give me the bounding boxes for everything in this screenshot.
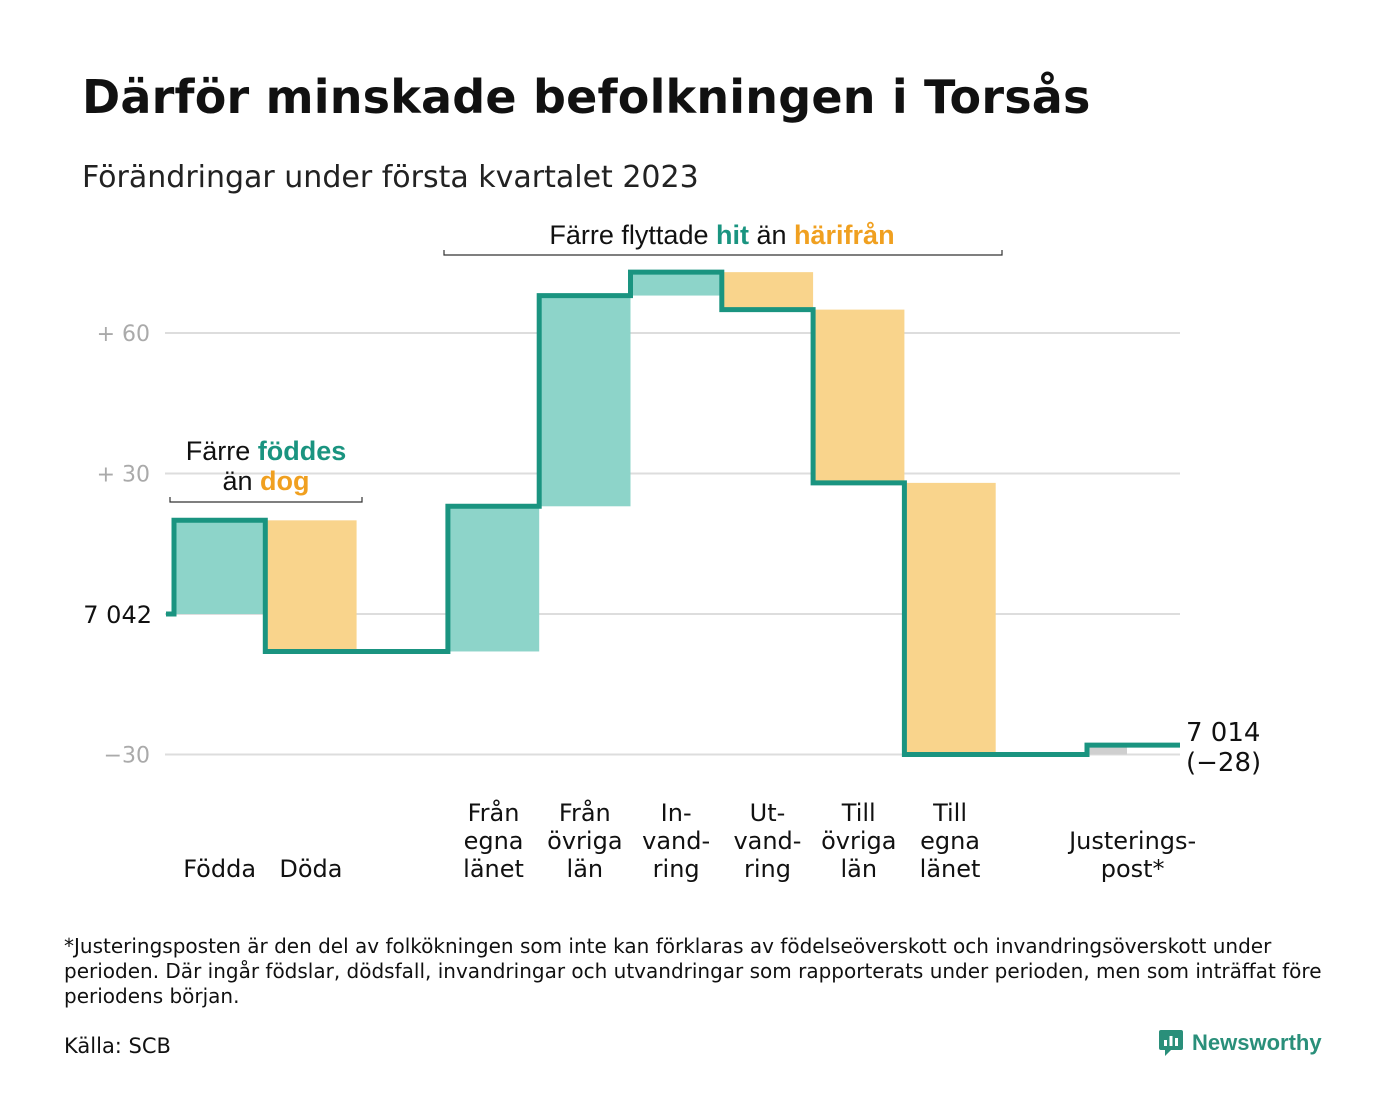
end-value-label: 7 014 (1186, 718, 1260, 748)
category-label-doda: Döda (279, 855, 342, 883)
footnote: *Justeringsposten är den del av folkökni… (64, 934, 1322, 1008)
chart-subtitle: Förändringar under första kvartalet 2023 (82, 160, 699, 195)
annotation-born-line2: än dog (222, 466, 309, 496)
category-label-justering: Justerings- (1067, 827, 1196, 855)
source-note: Källa: SCB (64, 1034, 171, 1058)
category-label-justering: post* (1101, 855, 1165, 883)
category-label-fodda: Födda (183, 855, 256, 883)
bar-layer (174, 272, 1127, 755)
category-label-fran_ovriga: Från (559, 798, 611, 827)
annotation-born-bracket (169, 497, 363, 503)
annotation-moved: Färre flyttade hit än härifrån (549, 220, 894, 250)
line-layer (166, 269, 1180, 757)
category-label-till_egna: egna (920, 827, 980, 855)
category-label-till_egna: Till (932, 799, 967, 827)
bar-utvandring (721, 272, 814, 310)
y-tick-label: −30 (104, 743, 150, 768)
bar-doda (265, 520, 357, 652)
bar-invandring (630, 272, 722, 296)
y-tick-label: + 30 (97, 463, 150, 488)
category-label-invandring: vand- (642, 827, 710, 855)
category-label-utvandring: ring (744, 855, 791, 883)
bar-fodda (174, 520, 266, 614)
end-change-label: (−28) (1186, 748, 1261, 778)
annotation-born-line1: Färre föddes (186, 436, 347, 466)
category-label-fran_egna: länet (463, 855, 524, 883)
category-label-till_egna: länet (920, 855, 981, 883)
category-label-utvandring: vand- (733, 827, 801, 855)
bar-fran_egna (447, 506, 540, 652)
newsworthy-logo-icon (1159, 1030, 1183, 1056)
category-label-fran_egna: Från (468, 798, 520, 827)
brand-logo[interactable]: Newsworthy (1158, 1028, 1322, 1058)
bar-justering (1087, 745, 1127, 755)
category-label-fran_ovriga: län (567, 855, 604, 883)
bar-fran_ovriga (539, 295, 631, 507)
cumulative-step-line (166, 269, 1180, 757)
brand-name: Newsworthy (1192, 1030, 1322, 1055)
category-label-till_ovriga: övriga (821, 827, 896, 855)
start-value-label: 7 042 (83, 601, 152, 629)
category-label-till_ovriga: Till (841, 799, 876, 827)
category-label-fran_ovriga: övriga (547, 827, 622, 855)
annotation-moved-bracket (443, 250, 1003, 256)
category-label-till_ovriga: län (840, 855, 877, 883)
category-label-invandring: In- (661, 799, 692, 827)
category-label-invandring: ring (653, 855, 700, 883)
bar-till_egna (904, 482, 996, 755)
category-label-utvandring: Ut- (750, 799, 786, 827)
y-tick-label: + 60 (97, 322, 150, 347)
chart-title: Därför minskade befolkningen i Torsås (82, 70, 1091, 124)
bar-till_ovriga (813, 309, 905, 483)
category-label-fran_egna: egna (464, 827, 524, 855)
